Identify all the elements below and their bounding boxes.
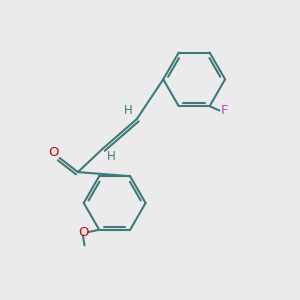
Text: O: O xyxy=(48,146,58,159)
Text: O: O xyxy=(78,226,88,238)
Text: F: F xyxy=(221,104,229,117)
Text: H: H xyxy=(107,150,116,163)
Text: H: H xyxy=(124,104,132,117)
